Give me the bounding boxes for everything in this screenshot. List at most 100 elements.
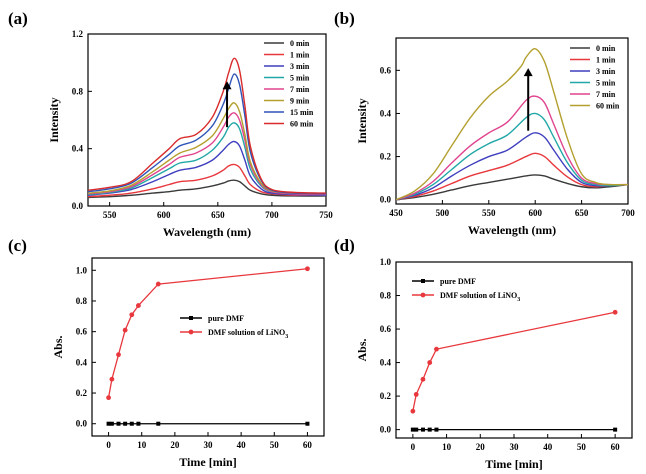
data-point xyxy=(109,376,115,382)
data-point xyxy=(434,346,439,352)
x-tick-label: 650 xyxy=(575,208,589,218)
legend-marker xyxy=(189,316,193,320)
legend-label: DMF solution of LiNO3 xyxy=(440,291,520,303)
data-point xyxy=(156,421,161,426)
panel-c: (c) 0 10 20 30 40 50 60 0.0 0.2 0.4 0.6 0.8 1.0 Time [… xyxy=(8,236,325,469)
panel-a: (a) 550 600 650 700 750 0.0 0.4 0.8 1.2 Wavelength… xyxy=(8,9,333,239)
x-tick-label: 40 xyxy=(237,440,247,450)
data-point xyxy=(410,408,416,414)
y-tick-label: 0.8 xyxy=(76,296,88,306)
data-point xyxy=(129,421,134,426)
plot-frame xyxy=(87,33,327,207)
x-tick-label: 10 xyxy=(137,440,147,450)
y-tick-label: 0.6 xyxy=(380,65,392,75)
x-tick-label: 10 xyxy=(442,442,452,452)
data-point xyxy=(612,309,618,315)
series-line xyxy=(88,57,326,194)
x-tick-label: 50 xyxy=(270,440,280,450)
y-tick-label: 0.8 xyxy=(72,86,84,96)
y-tick-label: 0.0 xyxy=(380,195,392,205)
data-point xyxy=(413,392,419,397)
legend-label: pure DMF xyxy=(440,277,476,286)
data-point xyxy=(414,427,419,432)
data-point xyxy=(106,421,111,426)
series-line xyxy=(396,152,628,201)
y-tick-label: 0.4 xyxy=(76,357,88,367)
series-line xyxy=(396,48,628,201)
x-tick-label: 30 xyxy=(204,440,214,450)
legend-subscript: 3 xyxy=(285,334,288,340)
legend-label: 1 min xyxy=(596,56,616,65)
legend-label: 7 min xyxy=(290,85,310,94)
legend-label: 60 min xyxy=(290,120,314,129)
x-tick-label: 600 xyxy=(157,210,171,220)
x-tick-label: 650 xyxy=(211,210,225,220)
x-tick-label: 750 xyxy=(319,210,333,220)
y-tick-label: 0.0 xyxy=(76,419,88,429)
x-tick-label: 40 xyxy=(543,442,553,452)
series-line xyxy=(88,163,326,198)
data-point xyxy=(129,312,135,318)
y-axis-title: Intensity xyxy=(47,97,61,142)
y-tick-label: 0.4 xyxy=(380,358,392,368)
panel-letter: (b) xyxy=(334,9,355,28)
y-tick-label: 0.4 xyxy=(72,144,84,154)
x-tick-label: 30 xyxy=(510,442,520,452)
data-point xyxy=(136,303,141,308)
series-line xyxy=(88,179,326,199)
plot-frame xyxy=(395,37,629,205)
x-tick-label: 700 xyxy=(621,208,635,218)
legend-label: pure DMF xyxy=(208,314,244,323)
x-tick-label: 0 xyxy=(411,442,416,452)
legend-label: 5 min xyxy=(290,74,310,83)
legend-label: 9 min xyxy=(290,97,310,106)
data-point xyxy=(106,395,111,401)
y-axis-title: Abs. xyxy=(355,338,369,361)
y-tick-label: 0.6 xyxy=(76,327,88,337)
x-tick-label: 550 xyxy=(103,210,117,220)
legend-label: 3 min xyxy=(596,67,616,76)
y-tick-label: 0.2 xyxy=(380,391,392,401)
legend-subscript: 3 xyxy=(517,297,520,303)
series-line xyxy=(88,140,326,196)
x-tick-label: 700 xyxy=(265,210,279,220)
x-tick-label: 50 xyxy=(577,442,587,452)
x-tick-label: 0 xyxy=(106,440,111,450)
legend-label: 15 min xyxy=(290,108,314,117)
data-point xyxy=(109,421,114,426)
data-point xyxy=(613,427,618,432)
data-point xyxy=(122,327,128,333)
y-tick-label: 0.2 xyxy=(76,388,88,398)
panel-b: (b) 450 500 550 600 650 700 0.0 0.2 0.4 0.6 Wavelen… xyxy=(334,9,635,237)
legend-label: DMF solution of LiNO3 xyxy=(208,328,288,340)
y-axis-title: Abs. xyxy=(51,335,65,358)
x-axis-title: Time [min] xyxy=(485,457,542,471)
data-point xyxy=(305,421,310,426)
y-tick-label: 0.0 xyxy=(72,201,84,211)
series-line xyxy=(396,112,628,201)
x-tick-label: 600 xyxy=(528,208,542,218)
legend-label: 5 min xyxy=(596,79,616,88)
plot-frame xyxy=(91,257,325,437)
y-tick-label: 0.2 xyxy=(380,152,392,162)
data-point xyxy=(123,421,128,426)
panel-d: (d) 0 10 20 30 40 50 60 0.0 0.2 0.4 0.6 0.8 1.0 Time [… xyxy=(334,236,633,471)
x-tick-label: 450 xyxy=(389,208,403,218)
legend-label: 1 min xyxy=(290,51,310,60)
trend-arrow-head xyxy=(222,81,232,90)
x-tick-label: 550 xyxy=(482,208,496,218)
x-tick-label: 60 xyxy=(611,442,621,452)
y-tick-label: 0.6 xyxy=(380,324,392,334)
data-point xyxy=(410,427,415,432)
data-point xyxy=(305,266,310,272)
y-tick-label: 0.8 xyxy=(380,291,392,301)
x-tick-label: 20 xyxy=(476,442,486,452)
series-line xyxy=(396,95,628,201)
data-point xyxy=(136,421,141,426)
data-point xyxy=(155,281,161,287)
x-axis-title: Wavelength (nm) xyxy=(163,225,251,239)
series-line xyxy=(396,132,628,201)
y-tick-label: 1.0 xyxy=(380,257,392,267)
data-point xyxy=(116,421,121,426)
